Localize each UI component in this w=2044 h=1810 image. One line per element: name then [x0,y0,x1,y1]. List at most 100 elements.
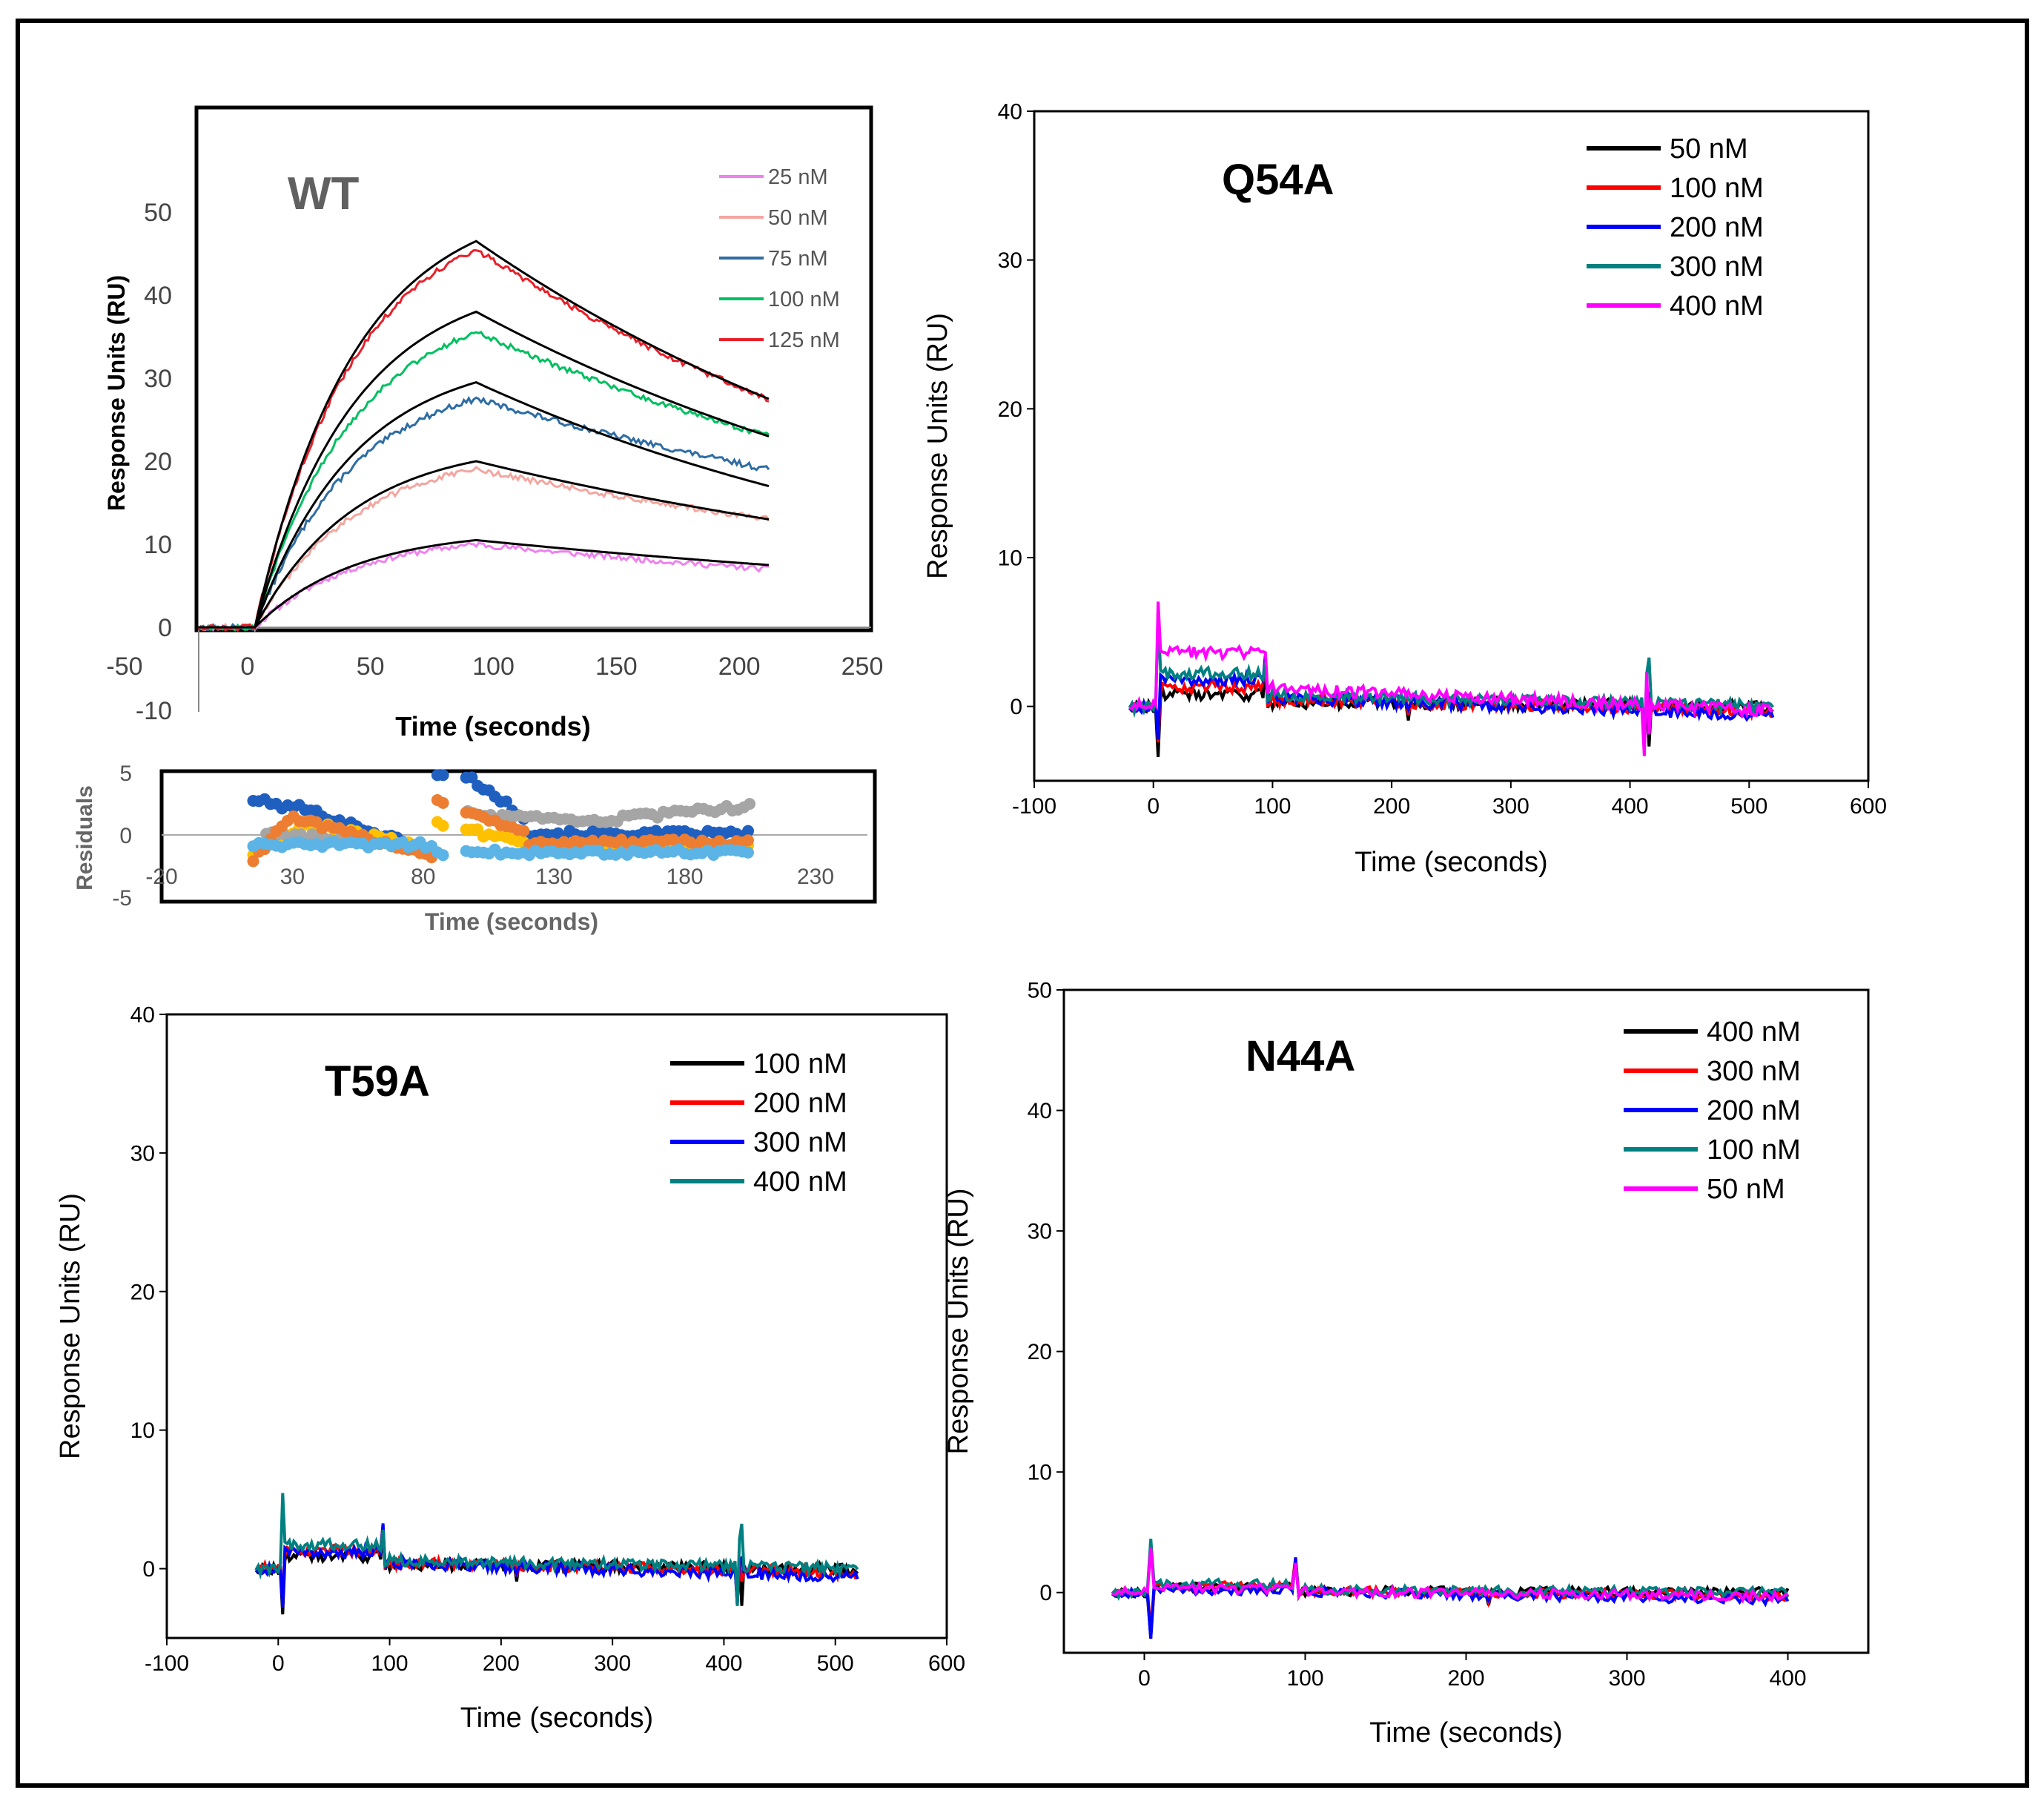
x-tick-label: 0 [240,653,254,681]
x-tick-label: -100 [145,1651,189,1676]
x-tick-label: 100 [1254,794,1291,819]
legend-label: 300 nM [1670,251,1764,283]
legend-label: 75 nM [768,247,828,271]
legend-label: 50 nM [768,206,828,230]
data-series-line [254,1523,859,1608]
x-tick-label: 80 [411,865,435,889]
legend-label: 300 nM [753,1127,847,1158]
y-tick-label: 20 [144,448,172,476]
y-tick-label: 40 [130,1003,155,1028]
legend-label: 100 nM [1670,173,1764,204]
y-tick-label: 30 [144,365,172,393]
data-series-line [197,395,770,632]
residual-point [742,825,754,837]
x-axis-label: Time (seconds) [1355,847,1547,878]
x-tick-label: 300 [594,1651,631,1676]
residual-point [437,849,449,862]
y-tick-label: 0 [158,614,172,642]
data-series-line [1111,1557,1790,1639]
legend-label: 50 nM [1670,133,1748,165]
legend-label: 100 nM [753,1048,847,1080]
fit-line [198,381,770,629]
data-series-line [1111,1547,1789,1605]
y-tick-label: 40 [1028,1099,1052,1123]
x-tick-label: 200 [718,653,761,681]
y-tick-label: 0 [1039,1581,1052,1605]
x-tick-label: 200 [1373,794,1410,819]
x-axis-label: Time (seconds) [395,711,590,741]
chart-t59a: -100 0 100 200 300 400 500 600 0 10 20 30 40 Time (se… [55,1003,965,1734]
data-series-line [1128,654,1775,744]
y-tick-label: 30 [1028,1220,1052,1244]
legend-label: 100 nM [768,288,840,311]
x-tick-label: 300 [1492,794,1529,819]
residual-point [742,834,754,847]
y-tick-label: 30 [130,1141,155,1166]
x-tick-label: 500 [1730,794,1767,819]
panel-title: T59A [325,1057,430,1106]
fit-line [198,538,770,629]
panel-title: N44A [1246,1032,1355,1080]
legend-label: 50 nM [1707,1174,1785,1205]
residual-point [437,769,449,782]
y-axis-label: Response Units (RU) [922,313,953,579]
x-tick-label: 0 [1138,1666,1151,1691]
legend-label: 25 nM [768,165,828,189]
x-tick-label: 180 [667,865,704,889]
y-axis-label: Residuals [73,785,97,891]
legend-label: 300 nM [1707,1056,1801,1087]
x-tick-label: 400 [705,1651,742,1676]
fit-line [198,240,770,629]
y-tick-label: 0 [1010,695,1022,719]
y-tick-label: -5 [112,886,132,911]
x-tick-label: 230 [797,865,834,889]
x-tick-label: 300 [1608,1666,1645,1691]
residual-point [744,798,756,810]
legend-label: 200 nM [753,1088,847,1119]
x-tick-label: 50 [357,653,385,681]
y-tick-label: 40 [144,282,172,310]
data-series-line [254,1493,859,1606]
legend-label: 400 nM [1670,291,1764,322]
fit-line [198,310,770,629]
y-tick-label: 10 [998,546,1022,571]
x-tick-label: 100 [371,1651,409,1676]
y-tick-label: 10 [130,1418,155,1443]
plot-frame [1033,110,1870,782]
x-tick-label: 150 [595,653,638,681]
plot-frame [165,1013,948,1639]
y-tick-label: -10 [136,697,172,725]
y-tick-label: 20 [130,1280,155,1304]
y-tick-label: 20 [998,397,1022,422]
x-tick-label: 600 [1850,794,1887,819]
x-tick-label: 600 [928,1651,965,1676]
legend-label: 200 nM [1670,212,1764,243]
plot-frame [194,105,873,632]
x-tick-label: -20 [145,865,177,889]
x-tick-label: 200 [1447,1666,1484,1691]
legend-label: 200 nM [1707,1095,1801,1126]
data-series-line [1128,601,1773,756]
x-tick-label: 30 [280,865,305,889]
x-tick-label: 130 [535,865,572,889]
y-tick-label: 0 [142,1557,155,1582]
x-tick-label: 400 [1769,1666,1806,1691]
x-tick-label: 100 [1286,1666,1323,1691]
y-axis-label: Response Units (RU) [103,275,130,511]
x-tick-label: -50 [106,653,142,681]
residual-point [466,771,478,784]
legend-label: 400 nM [753,1166,847,1198]
panel-title: WT [288,168,360,219]
chart-n44a: 0 100 200 300 400 0 10 20 30 40 50 Time (seconds) Re… [943,979,1870,1748]
y-tick-label: 50 [1028,979,1052,1003]
panel-title: Q54A [1222,156,1334,204]
residual-point [517,825,530,837]
residual-point [742,846,754,859]
chart-residuals: -20 30 80 130 180 230 -5 0 5 Time (seconds) Residu… [73,762,877,935]
y-tick-label: 10 [144,531,172,559]
y-tick-label: 5 [119,762,132,786]
x-tick-label: 0 [1147,794,1160,819]
x-tick-label: 0 [272,1651,285,1676]
legend-label: 400 nM [1707,1017,1801,1048]
x-axis-label: Time (seconds) [460,1702,653,1734]
